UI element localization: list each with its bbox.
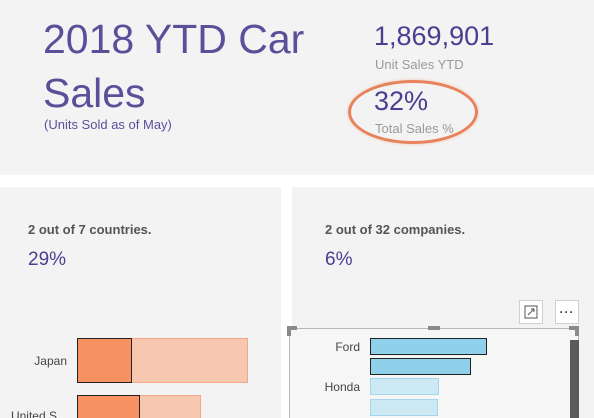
companies-stat: 2 out of 32 companies. xyxy=(325,222,466,237)
header-tile: 2018 YTD Car Sales (Units Sold as of May… xyxy=(0,0,594,175)
resize-handle-top-right[interactable] xyxy=(569,326,579,330)
resize-handle-top-center[interactable] xyxy=(428,326,440,330)
page-title: 2018 YTD Car Sales xyxy=(43,16,305,116)
countries-stat: 2 out of 7 countries. xyxy=(28,222,152,237)
unit-sales-label: Unit Sales YTD xyxy=(375,57,464,72)
bar-label-honda: Honda xyxy=(324,380,360,394)
unit-sales-value: 1,869,901 xyxy=(374,21,495,51)
countries-percent: 29% xyxy=(28,249,67,270)
highlight-annotation xyxy=(348,80,478,144)
page-subtitle: (Units Sold as of May) xyxy=(44,117,172,132)
resize-handle-top-left[interactable] xyxy=(287,326,297,330)
country-bar-selected-japan[interactable] xyxy=(77,338,132,383)
country-bar-selected-united-states[interactable] xyxy=(77,395,140,418)
bar-label-japan: Japan xyxy=(34,354,67,368)
focus-mode-icon xyxy=(524,305,538,319)
resize-handle-top-right-v[interactable] xyxy=(575,326,579,336)
focus-mode-button[interactable] xyxy=(519,300,543,324)
visual-scrollbar[interactable] xyxy=(570,340,579,418)
countries-card[interactable]: 2 out of 7 countries. 29% Japan United S… xyxy=(0,187,281,418)
more-options-icon: ··· xyxy=(559,305,575,319)
resize-handle-top-left-v[interactable] xyxy=(287,326,291,336)
company-bar-honda[interactable] xyxy=(370,378,439,395)
more-options-button[interactable]: ··· xyxy=(555,300,579,324)
bar-label-ford: Ford xyxy=(335,340,360,354)
companies-percent: 6% xyxy=(325,249,353,270)
company-bar-2[interactable] xyxy=(370,358,471,375)
company-bar-ford[interactable] xyxy=(370,338,487,355)
company-bar-4[interactable] xyxy=(370,399,438,416)
bar-label-united-states: United S... xyxy=(10,409,67,418)
